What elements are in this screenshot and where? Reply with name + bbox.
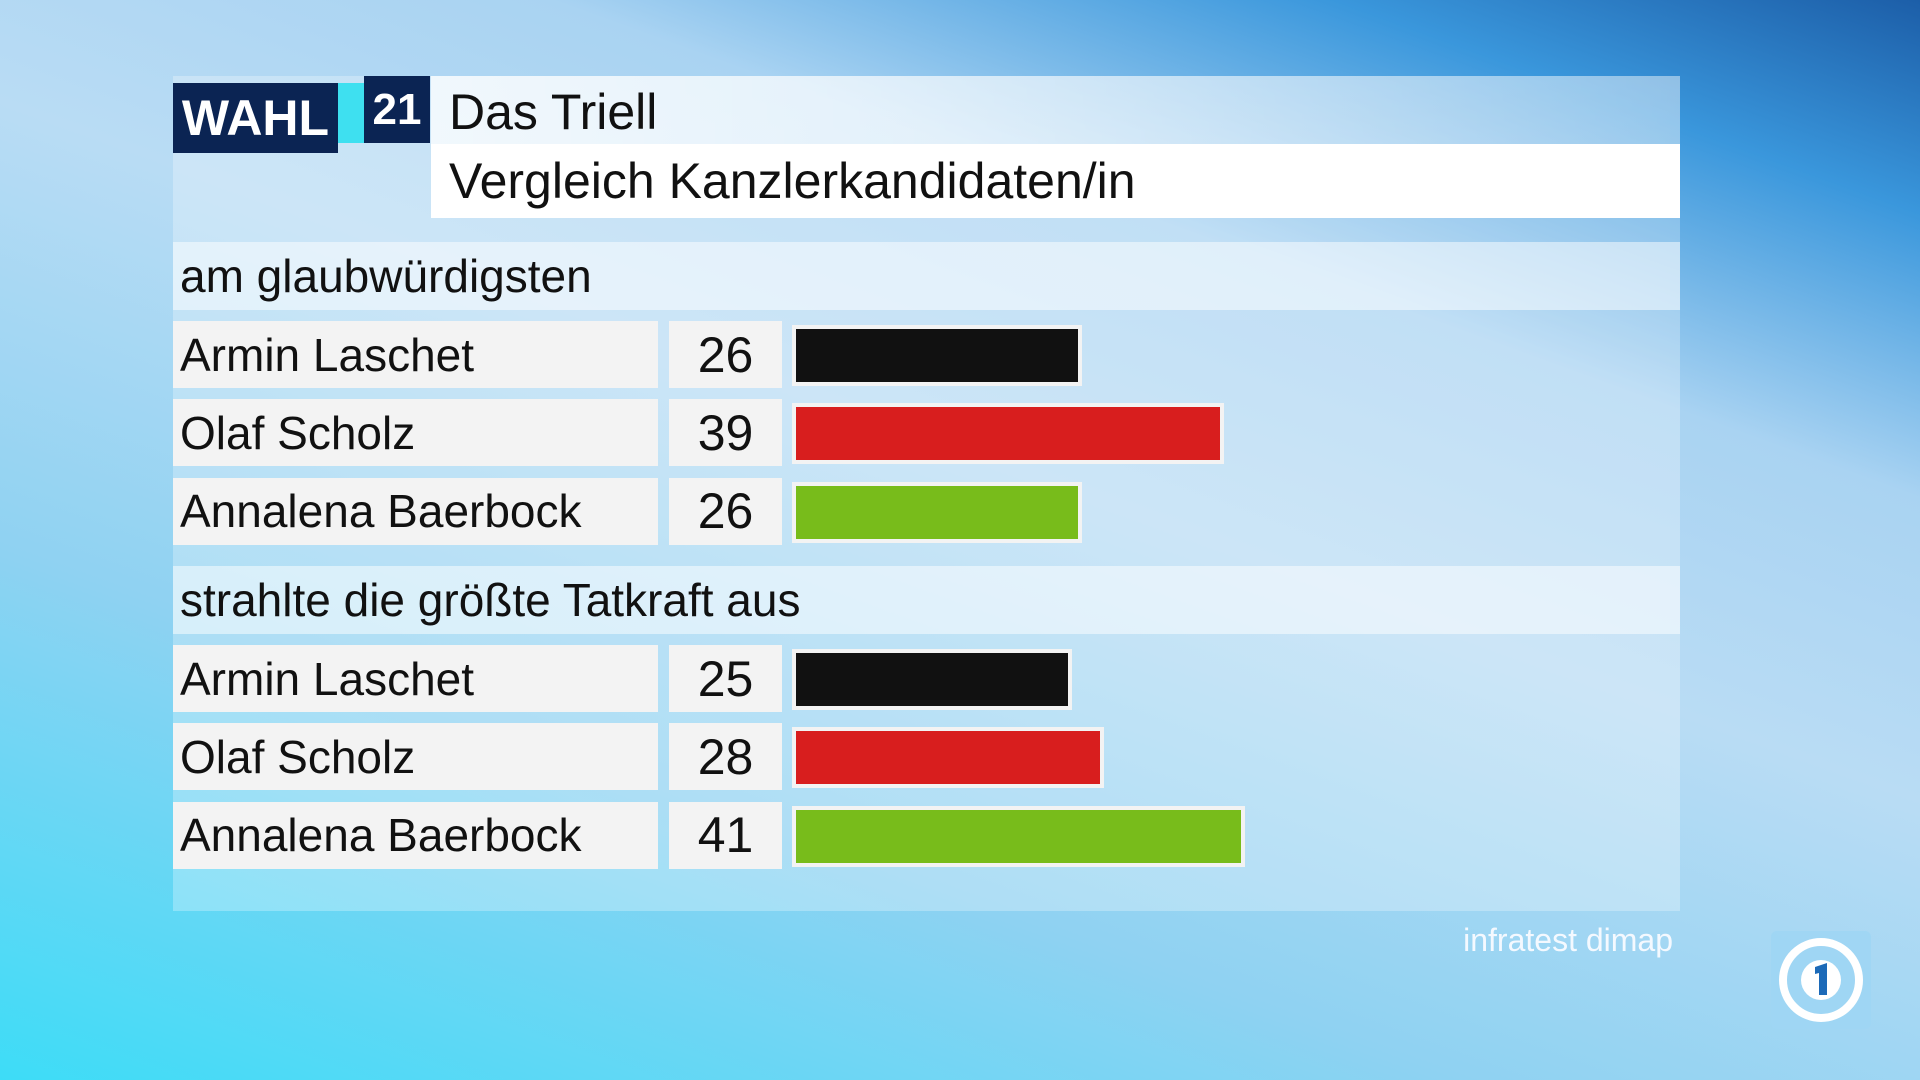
value-label: 28 [697,728,754,785]
name-cell [173,723,658,791]
name-cell [173,399,658,467]
bar [792,649,1072,710]
name-cell [173,477,658,545]
category-label: Olaf Scholz [180,406,416,459]
value-cell [669,399,782,467]
value-label: 26 [697,326,754,383]
value-cell [669,801,782,869]
title-band [431,144,1680,218]
bar [792,805,1246,867]
source: infratest dimap [1463,921,1673,958]
category-label: Annalena Baerbock [180,485,582,538]
name-cell [173,645,658,712]
kicker-band [431,76,1680,144]
section-title: am glaubwürdigsten [180,250,592,302]
broadcaster-logo [1771,931,1871,1029]
name-cell [173,321,658,388]
logo-accent [338,83,364,143]
value-label: 26 [697,483,754,540]
category-label: Annalena Baerbock [180,809,582,862]
section-band [173,242,1680,310]
name-cell [173,801,658,869]
value-cell [669,321,782,388]
value-label: 41 [697,807,754,864]
value-label: 25 [697,650,754,707]
section-title: strahlte die größte Tatkraft aus [180,574,801,626]
bar [792,727,1105,789]
bar [792,325,1083,386]
logo-number: 21 [364,76,430,143]
value-cell [669,477,782,545]
category-label: Olaf Scholz [180,730,416,783]
section-band [173,566,1680,634]
value-cell [669,645,782,712]
category-label: Armin Laschet [180,652,475,705]
kicker: Das Triell [449,84,658,140]
category-label: Armin Laschet [180,328,475,381]
logo-word: WAHL [173,83,338,153]
title: Vergleich Kanzlerkandidaten/in [449,153,1136,209]
bar [792,481,1083,543]
value-cell [669,723,782,791]
bar [792,403,1224,465]
value-label: 39 [697,404,754,461]
